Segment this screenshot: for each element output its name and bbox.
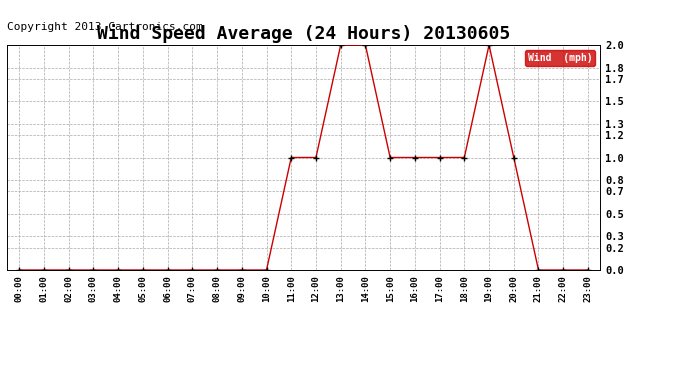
Legend: Wind  (mph): Wind (mph) (525, 50, 595, 66)
Title: Wind Speed Average (24 Hours) 20130605: Wind Speed Average (24 Hours) 20130605 (97, 24, 510, 44)
Text: Copyright 2013 Cartronics.com: Copyright 2013 Cartronics.com (7, 21, 203, 32)
